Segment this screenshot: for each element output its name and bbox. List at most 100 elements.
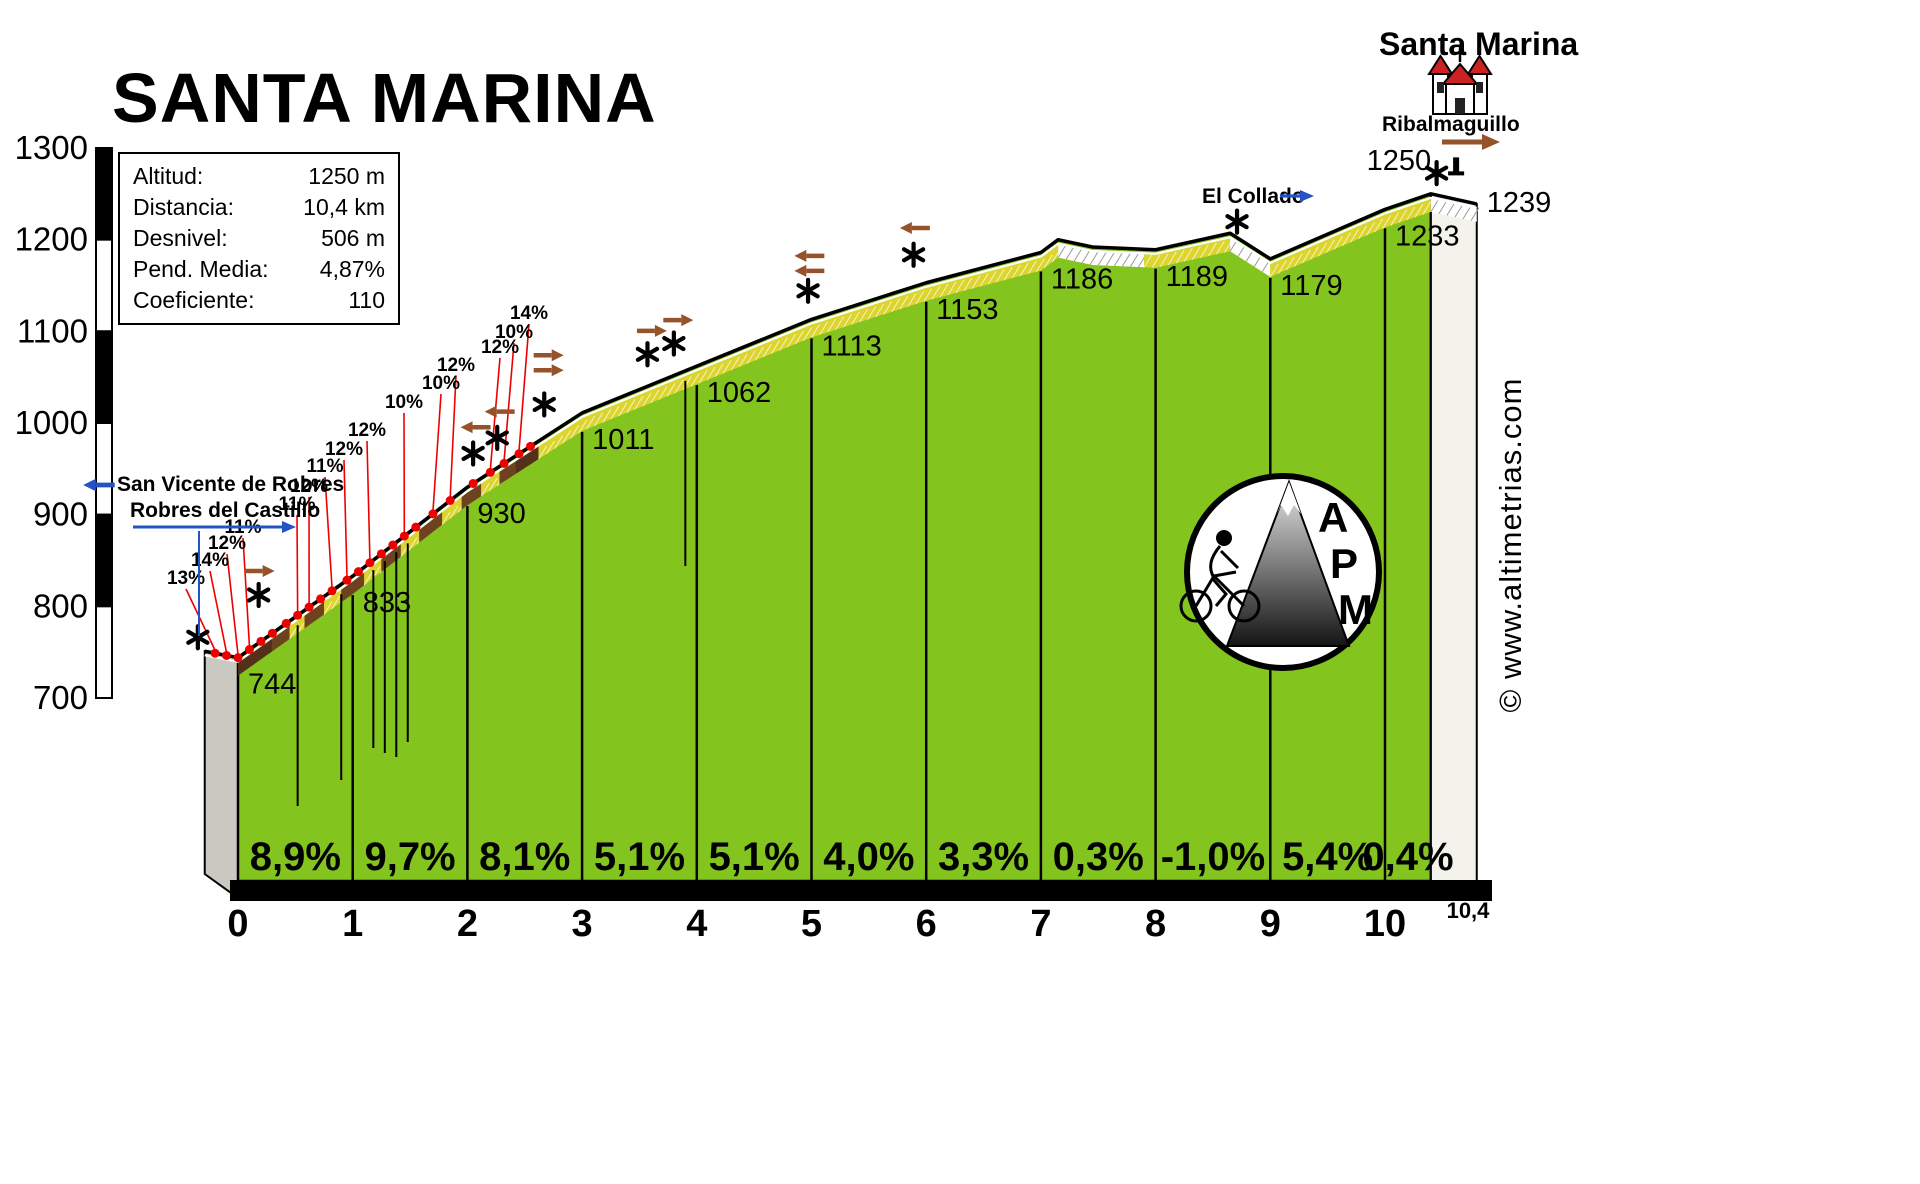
- gradient-label: 5,4%: [1282, 835, 1373, 879]
- gradient-dot: [256, 636, 266, 646]
- gradient-dot: [365, 558, 375, 568]
- gradient-dot: [445, 496, 455, 506]
- gradient-band-segment: [515, 446, 539, 474]
- band-hatch: [1113, 252, 1123, 267]
- band-hatch: [1057, 244, 1067, 258]
- slope-callout-label: 10%: [422, 373, 460, 394]
- band-hatch: [1089, 251, 1099, 265]
- asterisk-marker: [532, 391, 556, 418]
- y-axis-bar-segment: [95, 330, 113, 425]
- band-hatch: [634, 396, 644, 410]
- band-hatch: [690, 373, 700, 387]
- slope-callout-label: 12%: [481, 337, 519, 358]
- band-hatch: [488, 477, 498, 492]
- gradient-band-segment: [381, 543, 401, 572]
- y-tick-label: 900: [33, 496, 88, 533]
- gradient-band-segment: [1144, 238, 1231, 268]
- slope-callout-line: [343, 459, 348, 578]
- asterisk-marker: [796, 277, 820, 304]
- band-hatch: [1269, 263, 1279, 278]
- info-value: 10,4 km: [303, 194, 385, 220]
- band-hatch: [441, 511, 451, 525]
- elevation-label: 1186: [1051, 264, 1113, 296]
- gradient-dot: [428, 509, 438, 519]
- band-hatch: [546, 440, 555, 455]
- x-tick-label: 8: [1145, 903, 1166, 945]
- y-axis-bar-segment: [95, 147, 113, 241]
- band-hatch: [1301, 249, 1311, 264]
- asterisk-marker: [485, 424, 509, 451]
- band-hatch: [1043, 254, 1053, 269]
- info-label: Distancia:: [133, 194, 234, 220]
- profile-lines: [204, 192, 1478, 881]
- gradient-band-segment: [272, 625, 290, 652]
- band-hatch: [843, 313, 853, 328]
- gradient-band-segment: [419, 511, 443, 543]
- band-hatch: [1462, 205, 1472, 220]
- band-hatch: [931, 285, 941, 300]
- slope-callout-line: [209, 570, 228, 653]
- band-hatch: [666, 383, 676, 397]
- summit-elevation-label: 1250: [1367, 145, 1432, 177]
- band-hatch: [746, 350, 756, 364]
- band-hatch: [1398, 209, 1408, 224]
- gradient-label: 0,4%: [1362, 835, 1453, 879]
- route-arrow: [794, 249, 825, 262]
- label-san-vicente-de-robres: San Vicente de Robres: [117, 473, 344, 496]
- band-hatch: [795, 330, 804, 345]
- slope-callout-label: 12%: [348, 420, 386, 441]
- apm-logo: APM: [1179, 473, 1382, 671]
- band-hatch: [778, 337, 788, 351]
- gradient-dot: [485, 467, 495, 477]
- road-white-line: [204, 196, 1477, 663]
- slope-callout-label: 13%: [167, 568, 205, 589]
- gradient-band-segment: [1270, 198, 1431, 277]
- gradient-bands: [238, 198, 1480, 676]
- band-hatch: [1422, 201, 1432, 215]
- band-hatch: [1105, 252, 1115, 266]
- gradient-band-segment: [341, 572, 365, 603]
- band-hatch: [1175, 249, 1185, 264]
- gradient-dot: [316, 594, 326, 604]
- info-row-distancia: Distancia: 10,4 km: [133, 192, 385, 223]
- route-arrow: [533, 364, 564, 377]
- band-hatch: [899, 295, 909, 310]
- gradient-dot: [281, 618, 291, 628]
- band-hatch: [883, 301, 893, 315]
- band-hatch: [297, 619, 307, 634]
- band-hatch: [1366, 222, 1376, 236]
- end-elevation-label: 1239: [1487, 187, 1552, 219]
- elevation-label: 1011: [592, 424, 654, 456]
- band-hatch: [1285, 256, 1295, 271]
- slope-callout-line: [366, 440, 371, 560]
- band-hatch: [859, 308, 869, 323]
- band-hatch: [1277, 260, 1287, 274]
- band-hatch: [562, 430, 572, 444]
- band-hatch: [963, 277, 973, 292]
- band-hatch: [923, 288, 933, 302]
- band-hatch: [803, 327, 812, 341]
- ribalmaguillo-arrow-head: [1482, 134, 1500, 150]
- info-row-altitud: Altitud: 1250 m: [133, 161, 385, 192]
- slope-callout-label: 10%: [495, 322, 533, 343]
- band-hatch: [1438, 200, 1448, 214]
- slope-callout-line: [226, 553, 239, 655]
- info-value: 4,87%: [319, 256, 385, 282]
- gradient-dot: [210, 648, 220, 658]
- route-arrow: [663, 314, 694, 327]
- gradient-label: 9,7%: [364, 835, 455, 879]
- value-labels: 8,9% 9,7% 8,1% 5,1% 5,1% 4,0% 3,3% 0,3% -1,0% 5,4…: [248, 145, 1551, 879]
- band-hatch: [770, 340, 780, 355]
- y-axis-bar-segment: [95, 238, 113, 333]
- info-row-coeficiente: Coeficiente: 110: [133, 285, 385, 316]
- asterisk-marker: [246, 581, 271, 609]
- gradient-dot: [222, 650, 232, 660]
- route-arrow: [484, 405, 515, 418]
- gradient-band-segment: [1430, 198, 1477, 222]
- band-hatch: [554, 435, 563, 449]
- x-tick-label: 1: [342, 903, 363, 945]
- x-tick-label: 6: [916, 903, 937, 945]
- band-hatch: [658, 386, 668, 400]
- y-tick-label: 700: [33, 679, 88, 716]
